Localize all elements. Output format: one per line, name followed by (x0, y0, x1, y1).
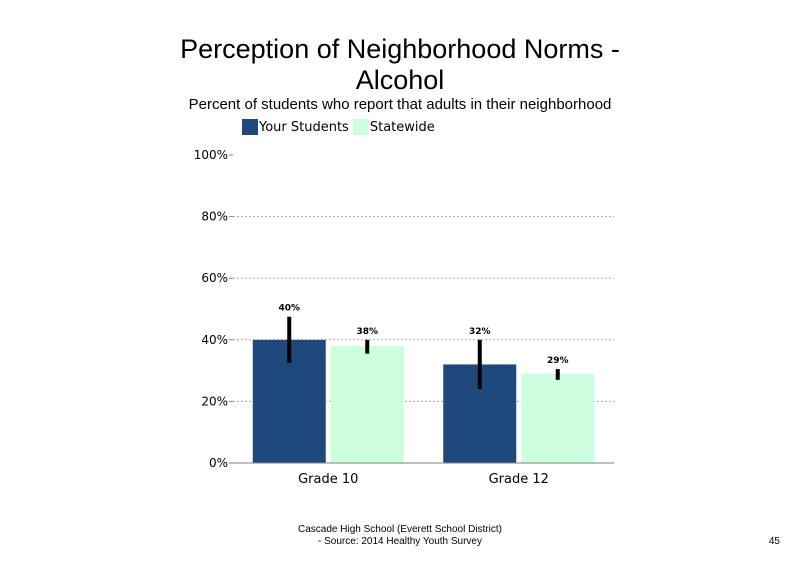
legend-label-your-students: Your Students (259, 119, 349, 135)
data-label: 38% (356, 327, 378, 337)
y-tick-label: 80% (201, 210, 228, 224)
legend-label-statewide: Statewide (369, 119, 435, 135)
x-category-label: Grade 12 (489, 472, 549, 487)
legend: Your Students Statewide (242, 117, 439, 137)
x-category-label: Grade 10 (298, 472, 358, 487)
y-tick-label: 100% (194, 148, 228, 162)
data-label: 29% (547, 356, 569, 366)
y-tick-label: 0% (209, 456, 228, 470)
data-label: 32% (469, 327, 491, 337)
footer-line-2: - Source: 2014 Healthy Youth Survey (318, 536, 482, 547)
legend-swatch-your-students (242, 119, 258, 135)
bar (330, 345, 404, 463)
footer-line-1: Cascade High School (Everett School Dist… (298, 524, 502, 535)
bar (521, 373, 595, 463)
legend-item-statewide: Statewide (352, 119, 435, 135)
legend-item-your-students: Your Students (242, 119, 349, 135)
chart-title: Perception of Neighborhood Norms - Alcoh… (180, 34, 620, 95)
page-number: 45 (768, 536, 780, 547)
data-label: 40% (278, 304, 300, 314)
y-tick-label: 60% (201, 271, 228, 285)
chart-subtitle: Percent of students who report that adul… (188, 96, 612, 113)
y-tick-label: 40% (201, 333, 228, 347)
y-tick-label: 20% (201, 394, 228, 408)
footer: Cascade High School (Everett School Dist… (230, 524, 570, 548)
legend-swatch-statewide (352, 119, 369, 135)
